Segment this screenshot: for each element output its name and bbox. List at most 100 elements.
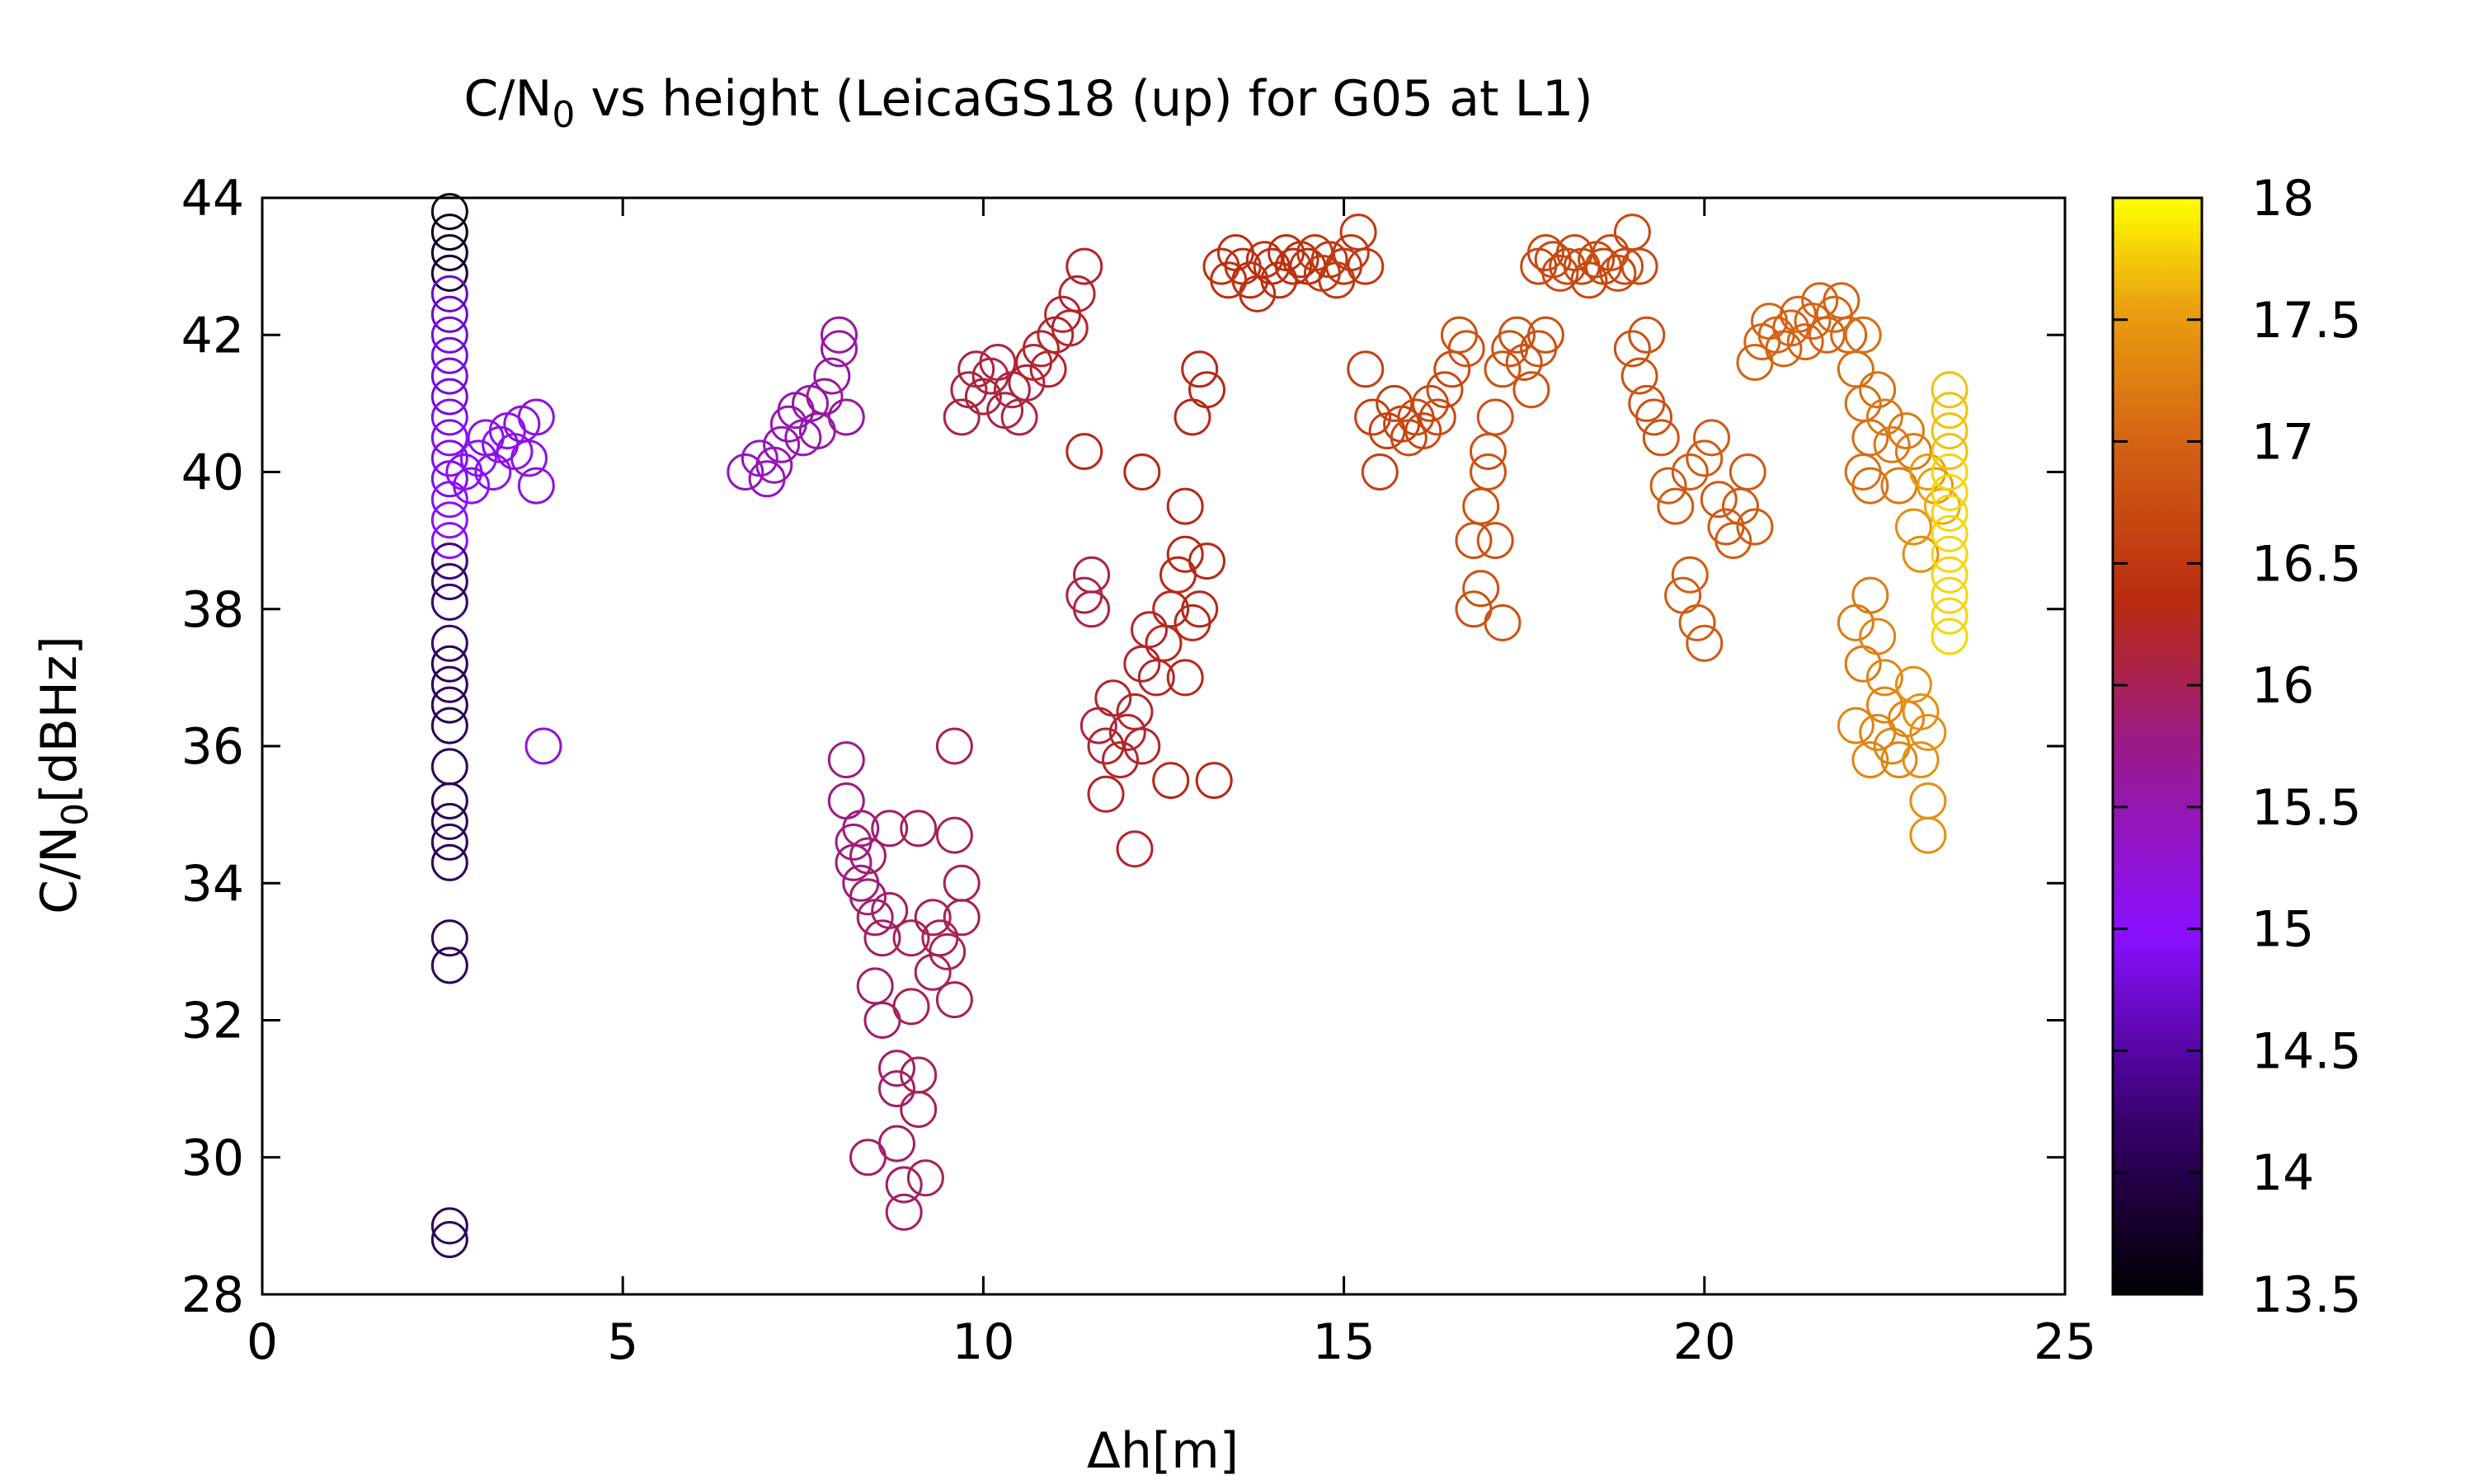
y-tick-label: 34 (181, 855, 244, 913)
data-point (1108, 713, 1146, 751)
data-point (1426, 371, 1464, 409)
data-point (1087, 727, 1125, 765)
data-point (430, 336, 468, 374)
data-point (1526, 316, 1564, 354)
data-point (1859, 371, 1897, 409)
data-point (871, 810, 909, 848)
data-point (821, 330, 858, 368)
data-point (1894, 508, 1932, 546)
data-point (1851, 741, 1889, 779)
y-tick-label: 38 (181, 581, 244, 639)
data-point (1166, 487, 1204, 525)
data-point (1931, 473, 1968, 511)
data-point (1188, 371, 1225, 409)
data-point (1909, 816, 1947, 854)
data-point (1851, 576, 1889, 614)
data-point (1729, 453, 1766, 491)
data-point (430, 398, 468, 436)
data-point (430, 782, 468, 819)
data-point (849, 1139, 887, 1176)
data-point (1931, 576, 1968, 614)
data-point (885, 1166, 923, 1204)
data-point (517, 398, 555, 436)
colorbar-tick-label: 18 (2251, 170, 2314, 228)
data-point (1851, 467, 1889, 505)
y-tick-label: 44 (181, 170, 244, 228)
colorbar-tick-label: 17.5 (2251, 292, 2362, 350)
data-point (1123, 727, 1161, 765)
colorbar-tick-label: 15 (2251, 901, 2314, 959)
data-point (430, 193, 468, 231)
data-point (1917, 467, 1954, 505)
colorbar-tick-label: 14 (2251, 1144, 2314, 1202)
data-point (1844, 453, 1882, 491)
data-point (430, 686, 468, 724)
data-point (1087, 775, 1125, 813)
data-point (821, 316, 858, 354)
data-point (1931, 433, 1968, 471)
data-point (1058, 275, 1096, 312)
colorbar-ticks: 13.5 14 14.5 15 15.5 16 16.5 17 17.5 18 (2113, 170, 2362, 1324)
data-point (1541, 254, 1579, 292)
data-point (1073, 556, 1111, 594)
data-point (849, 837, 887, 875)
data-point (929, 932, 967, 970)
data-point (1909, 782, 1947, 819)
data-point (885, 1193, 923, 1231)
data-point (1152, 762, 1190, 800)
data-point (1678, 603, 1716, 641)
data-point (1498, 316, 1536, 354)
data-point (1131, 611, 1168, 649)
colorbar-tick-label: 14.5 (2251, 1022, 2362, 1080)
colorbar (2111, 196, 2204, 1296)
data-point (430, 460, 468, 498)
y-tick-label: 36 (181, 718, 244, 776)
data-point (430, 1221, 468, 1258)
data-point (1931, 453, 1968, 491)
scatter-points (430, 193, 1968, 1258)
data-point (1894, 433, 1932, 471)
data-point (430, 919, 468, 957)
data-point (1418, 398, 1456, 436)
data-point (842, 810, 880, 848)
data-point (430, 234, 468, 271)
data-point (1613, 214, 1651, 251)
data-point (1245, 241, 1283, 279)
data-point (1837, 350, 1874, 388)
data-point (1613, 330, 1651, 368)
data-point (964, 378, 1002, 416)
data-point (1931, 597, 1968, 635)
data-point (1902, 741, 1940, 779)
data-point (1455, 522, 1493, 560)
data-point (1526, 234, 1564, 271)
data-point (1686, 439, 1724, 477)
data-point (900, 810, 938, 848)
data-point (430, 946, 468, 984)
y-tick-label: 40 (181, 444, 244, 502)
data-point (1339, 214, 1377, 251)
data-point (1931, 618, 1968, 655)
data-point (1865, 659, 1903, 697)
data-point (1865, 686, 1903, 724)
colorbar-tick-label: 16.5 (2251, 535, 2362, 593)
data-point (1037, 316, 1075, 354)
data-point (1931, 392, 1968, 430)
data-point (727, 453, 764, 491)
data-point (748, 460, 786, 498)
data-point (1931, 514, 1968, 552)
data-point (827, 782, 865, 819)
data-point (849, 878, 887, 916)
data-point (878, 1050, 915, 1087)
data-point (1181, 590, 1219, 628)
data-point (1628, 316, 1666, 354)
data-point (827, 741, 865, 779)
data-point (1808, 316, 1846, 354)
data-point (1347, 350, 1385, 388)
data-point (1390, 419, 1427, 457)
data-point (430, 357, 468, 395)
data-point (1094, 679, 1132, 717)
data-point (1823, 282, 1860, 320)
data-point (430, 501, 468, 539)
data-point (1909, 713, 1947, 751)
